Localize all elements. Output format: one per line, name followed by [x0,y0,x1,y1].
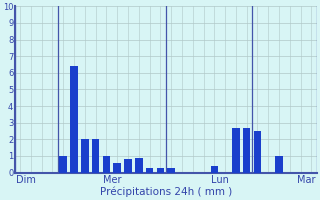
Bar [113,163,121,173]
Bar [135,158,142,173]
Bar [103,156,110,173]
Bar [92,139,100,173]
Bar [243,128,251,173]
Bar [275,156,283,173]
Bar [124,159,132,173]
Bar [254,131,261,173]
Bar [156,168,164,173]
Bar [167,168,175,173]
Bar [81,139,89,173]
Bar [146,168,153,173]
Bar [232,128,240,173]
Bar [70,66,78,173]
X-axis label: Précipitations 24h ( mm ): Précipitations 24h ( mm ) [100,187,232,197]
Bar [60,156,67,173]
Bar [211,166,218,173]
